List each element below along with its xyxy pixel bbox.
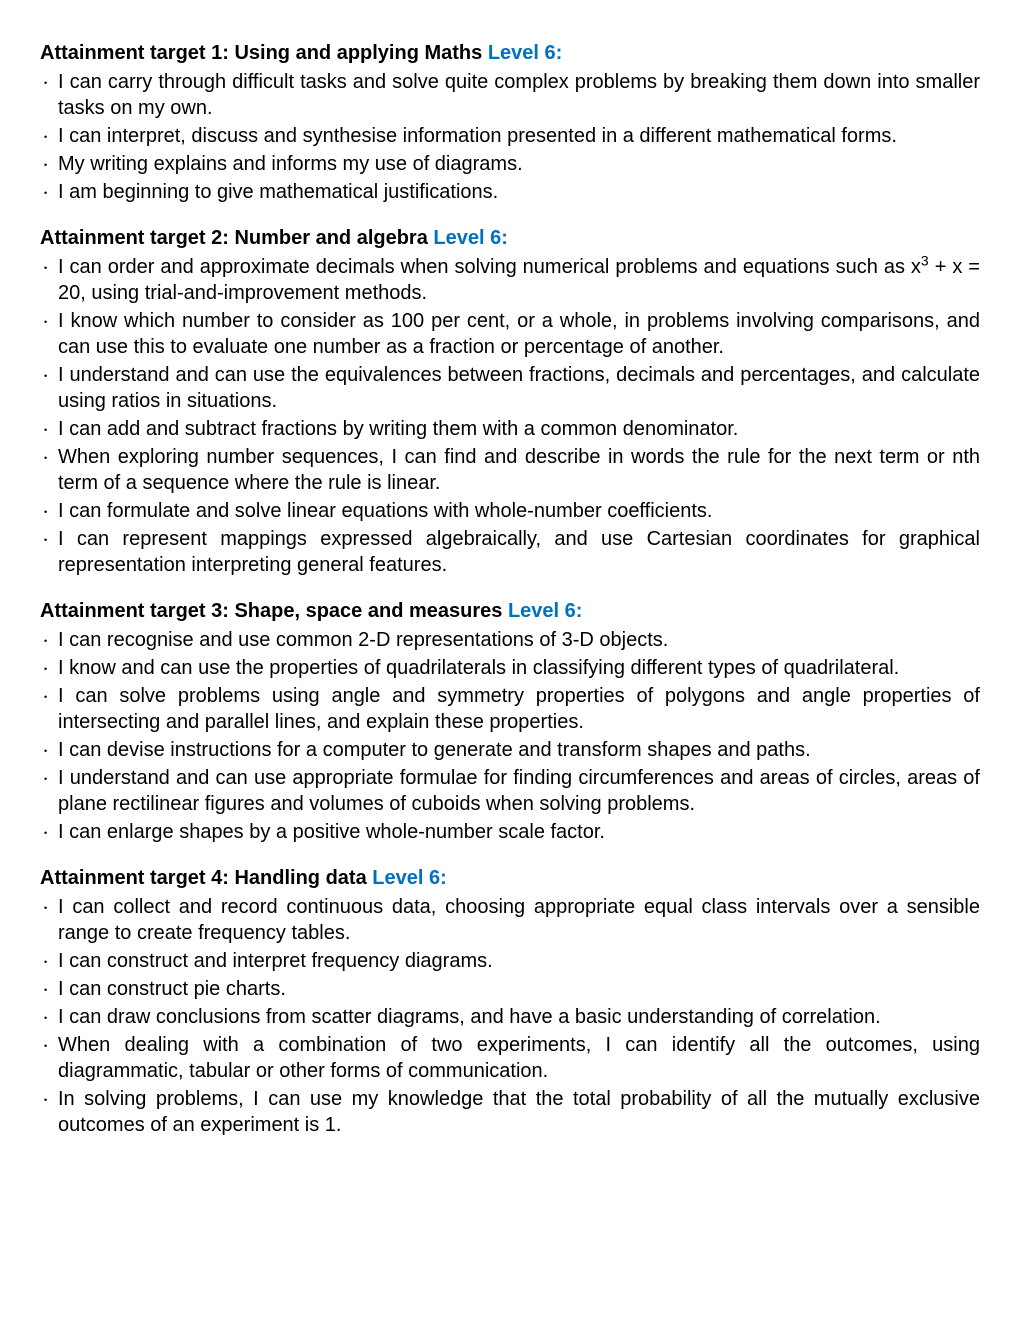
list-item: I understand and can use the equivalence…	[40, 362, 980, 414]
section-2-list: I can order and approximate decimals whe…	[40, 254, 980, 578]
section-3-list: I can recognise and use common 2-D repre…	[40, 627, 980, 845]
list-item: When dealing with a combination of two e…	[40, 1032, 980, 1084]
section-3: Attainment target 3: Shape, space and me…	[40, 598, 980, 845]
list-item: My writing explains and informs my use o…	[40, 151, 980, 177]
list-item: I am beginning to give mathematical just…	[40, 179, 980, 205]
list-item: I know which number to consider as 100 p…	[40, 308, 980, 360]
section-2-title: Attainment target 2: Number and algebra	[40, 227, 433, 249]
list-item: I can solve problems using angle and sym…	[40, 683, 980, 735]
list-item: I can interpret, discuss and synthesise …	[40, 123, 980, 149]
list-item: I can order and approximate decimals whe…	[40, 254, 980, 306]
list-item: I can formulate and solve linear equatio…	[40, 498, 980, 524]
section-2-heading: Attainment target 2: Number and algebra …	[40, 225, 980, 251]
list-item: I can recognise and use common 2-D repre…	[40, 627, 980, 653]
list-item: I know and can use the properties of qua…	[40, 655, 980, 681]
section-1: Attainment target 1: Using and applying …	[40, 40, 980, 205]
list-item: I can carry through difficult tasks and …	[40, 69, 980, 121]
list-item: I can add and subtract fractions by writ…	[40, 416, 980, 442]
section-3-title: Attainment target 3: Shape, space and me…	[40, 600, 508, 622]
list-item: I can represent mappings expressed algeb…	[40, 526, 980, 578]
list-item: I can construct and interpret frequency …	[40, 948, 980, 974]
section-4-heading: Attainment target 4: Handling data Level…	[40, 865, 980, 891]
list-item: In solving problems, I can use my knowle…	[40, 1086, 980, 1138]
list-item: I can devise instructions for a computer…	[40, 737, 980, 763]
list-item: I can construct pie charts.	[40, 976, 980, 1002]
section-3-level: Level 6:	[508, 600, 582, 622]
list-item: I understand and can use appropriate for…	[40, 765, 980, 817]
section-4-title: Attainment target 4: Handling data	[40, 867, 372, 889]
section-3-heading: Attainment target 3: Shape, space and me…	[40, 598, 980, 624]
list-item: When exploring number sequences, I can f…	[40, 444, 980, 496]
list-item: I can enlarge shapes by a positive whole…	[40, 819, 980, 845]
list-item: I can collect and record continuous data…	[40, 894, 980, 946]
section-2: Attainment target 2: Number and algebra …	[40, 225, 980, 578]
section-4: Attainment target 4: Handling data Level…	[40, 865, 980, 1138]
list-item: I can draw conclusions from scatter diag…	[40, 1004, 980, 1030]
section-1-heading: Attainment target 1: Using and applying …	[40, 40, 980, 66]
section-4-level: Level 6:	[372, 867, 446, 889]
section-1-title: Attainment target 1: Using and applying …	[40, 42, 488, 64]
section-4-list: I can collect and record continuous data…	[40, 894, 980, 1138]
section-1-list: I can carry through difficult tasks and …	[40, 69, 980, 205]
section-1-level: Level 6:	[488, 42, 562, 64]
section-2-level: Level 6:	[433, 227, 507, 249]
